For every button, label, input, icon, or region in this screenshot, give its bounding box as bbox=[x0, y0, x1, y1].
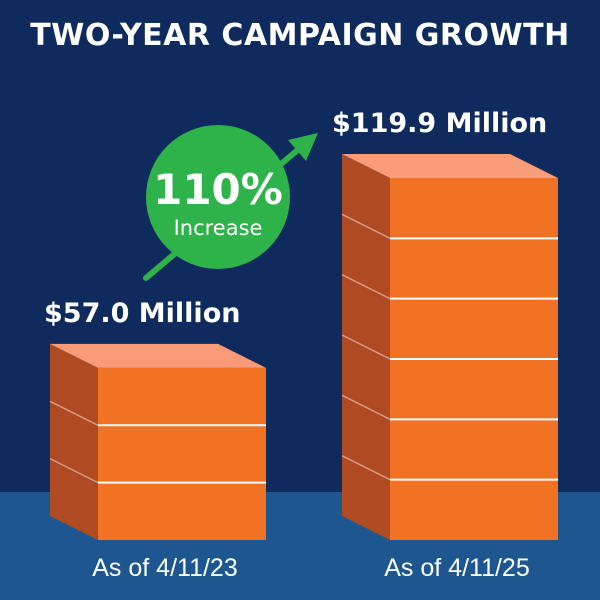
segment-line-side bbox=[49, 400, 99, 426]
badge-circle bbox=[146, 125, 290, 269]
chart-title: TWO-YEAR CAMPAIGN GROWTH bbox=[30, 18, 570, 53]
bar-2 bbox=[341, 154, 558, 540]
segment-line-side bbox=[341, 213, 391, 240]
bar-top bbox=[50, 343, 266, 368]
increase-percent: 110% bbox=[153, 165, 283, 214]
value-label: $57.0 Million bbox=[44, 298, 240, 329]
segment-line-side bbox=[341, 394, 391, 421]
increase-text: Increase bbox=[174, 216, 263, 240]
bar-front bbox=[98, 367, 266, 540]
segment-line-side bbox=[341, 273, 391, 300]
labels-group: $57.0 Million As of 4/11/23 $119.9 Million… bbox=[44, 108, 547, 582]
bar-side bbox=[50, 343, 98, 540]
bar-top bbox=[342, 154, 558, 178]
segment-line-side bbox=[341, 334, 391, 360]
increase-badge: 110% Increase bbox=[146, 125, 290, 269]
segment-line-side bbox=[341, 454, 391, 481]
bar-1 bbox=[49, 343, 266, 540]
bar-side bbox=[342, 154, 390, 540]
value-label: $119.9 Million bbox=[332, 108, 547, 139]
bars-group bbox=[49, 154, 558, 540]
category-label: As of 4/11/23 bbox=[92, 554, 237, 582]
category-label: As of 4/11/25 bbox=[384, 554, 529, 582]
segment-line-side bbox=[49, 457, 99, 484]
